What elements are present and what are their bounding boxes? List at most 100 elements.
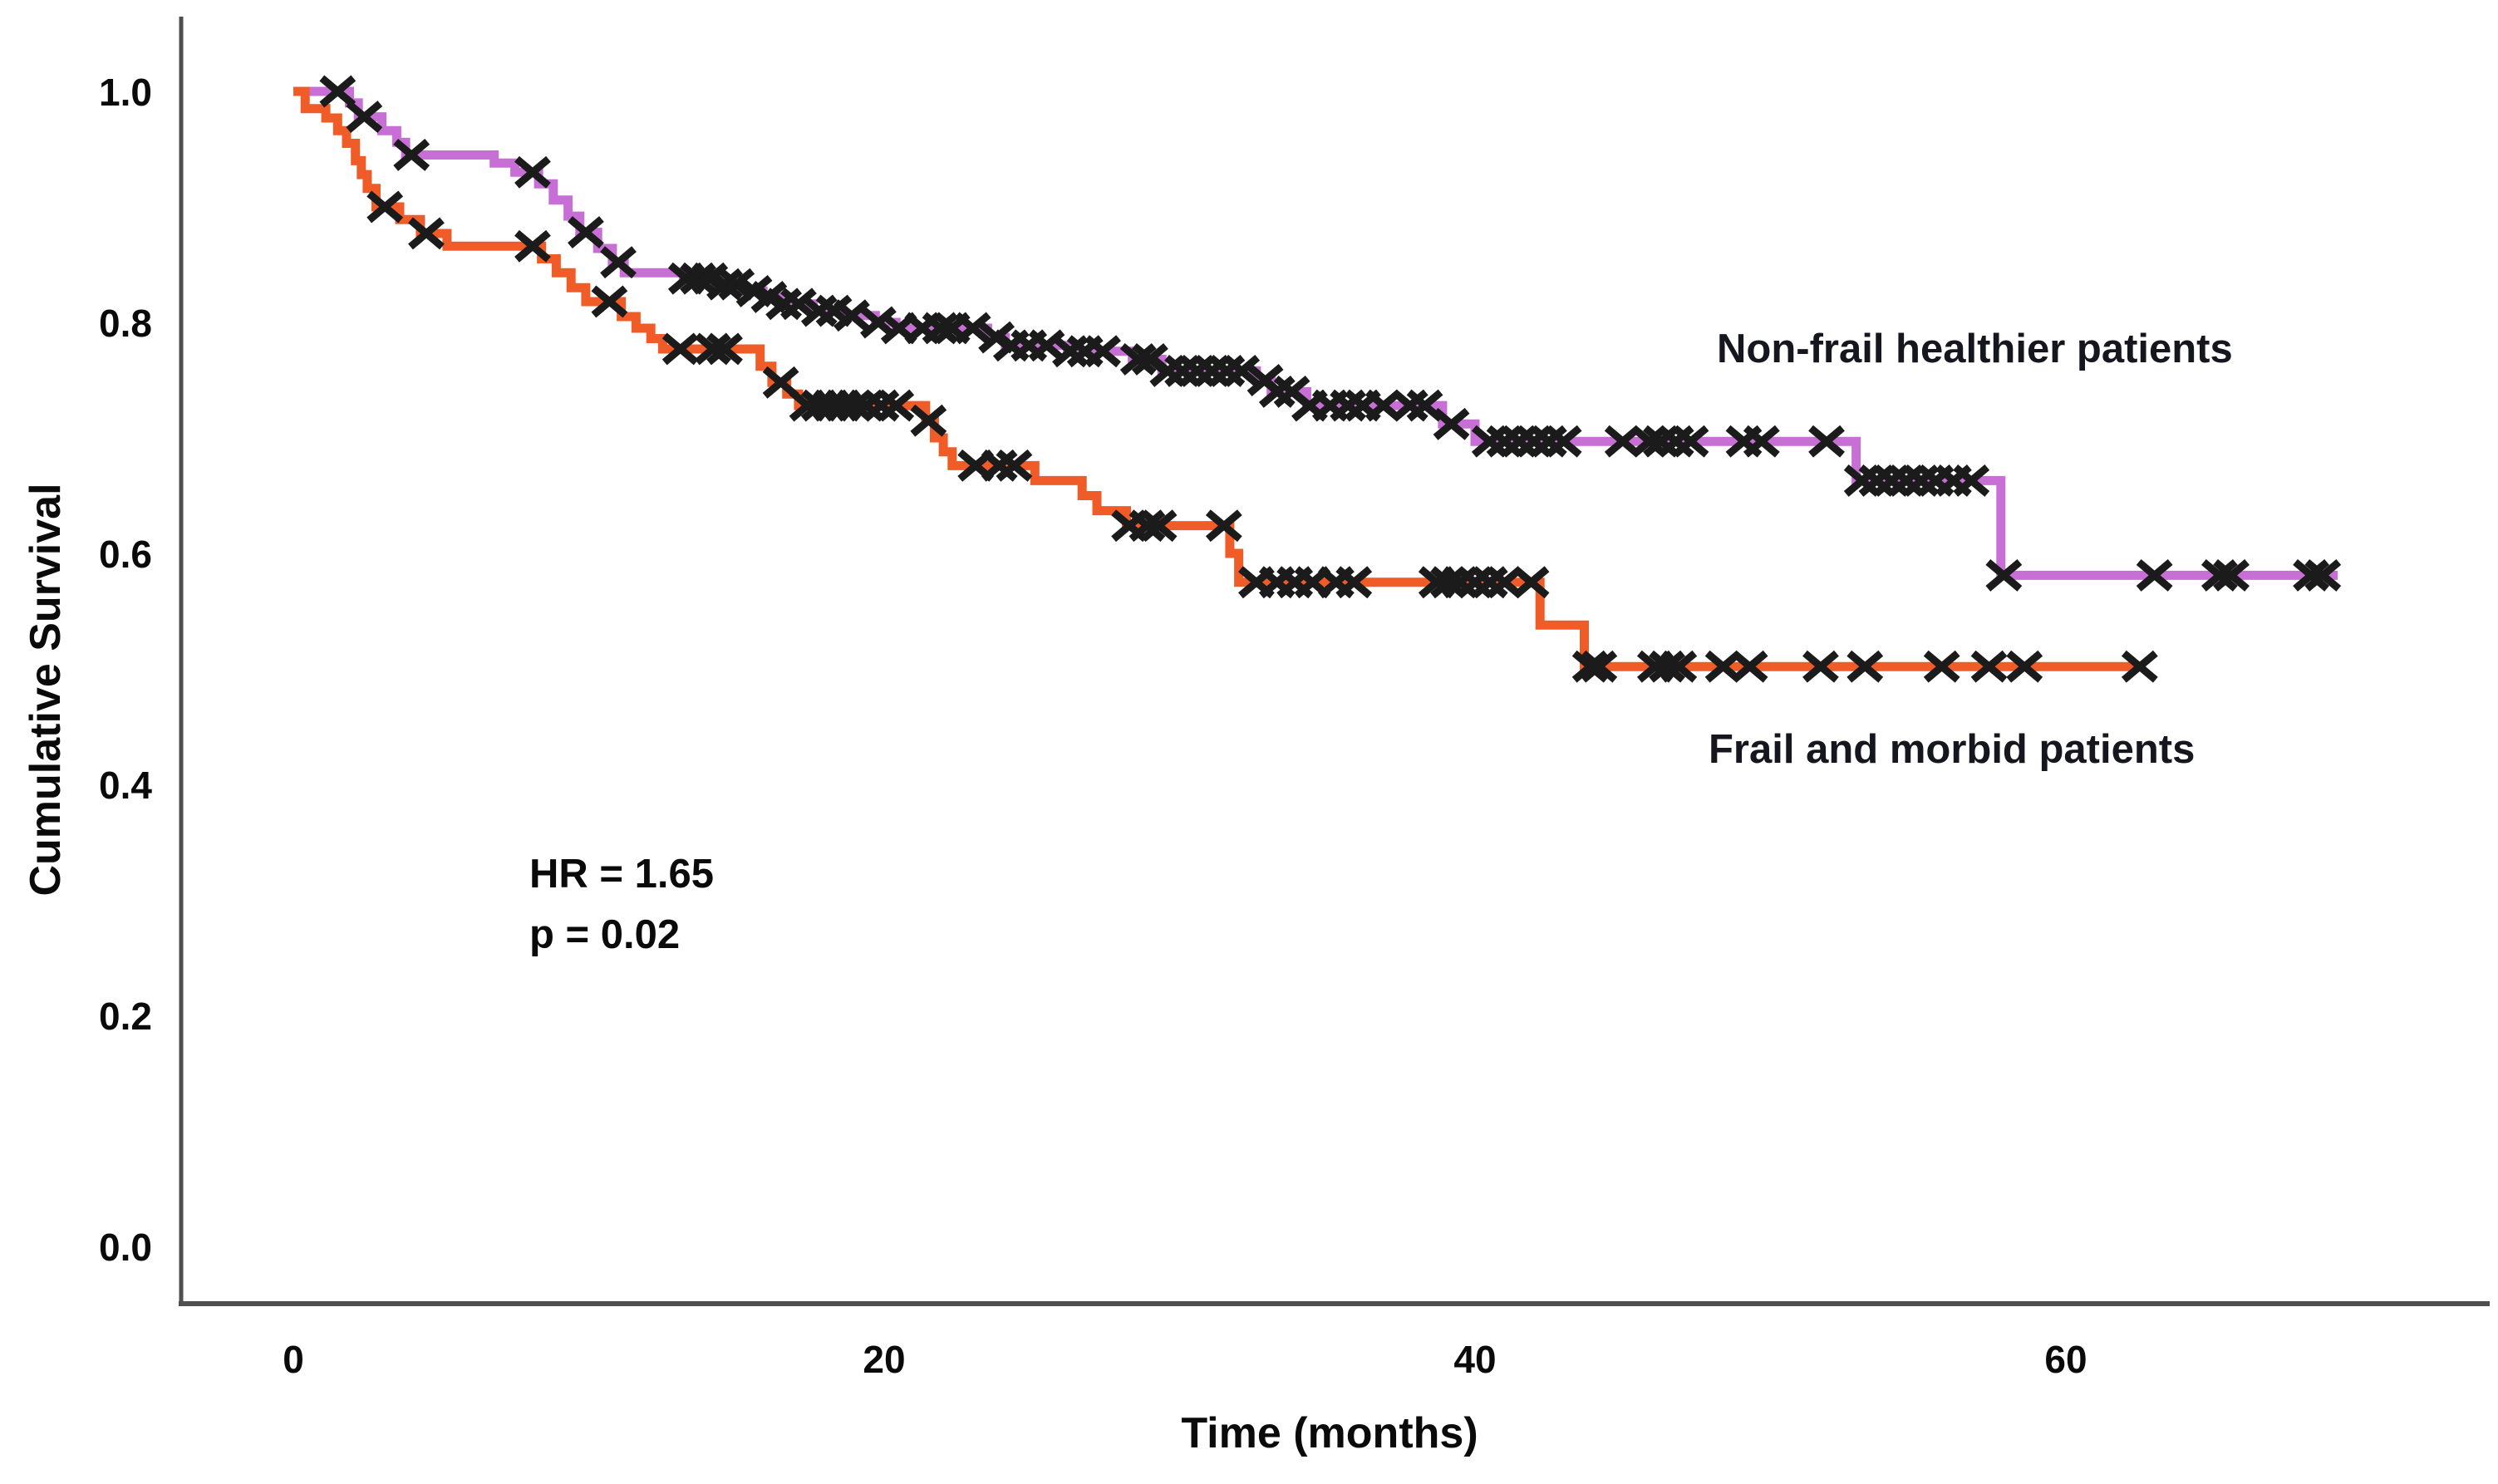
censor-mark [1433, 407, 1470, 440]
censor-mark [859, 306, 897, 339]
censor-mark [1052, 335, 1089, 368]
censor-mark [1084, 335, 1121, 368]
censor-mark [1208, 354, 1246, 387]
censor-mark [1501, 425, 1538, 458]
y-tick-label: 0.2 [99, 995, 152, 1038]
censor-mark [996, 449, 1033, 482]
censor-mark [1457, 566, 1493, 599]
censor-mark [1657, 425, 1694, 458]
x-tick-label: 20 [863, 1338, 905, 1381]
censor-mark [2121, 650, 2158, 683]
censor-mark [600, 246, 637, 279]
censor-mark [878, 389, 915, 422]
censor-mark [1985, 558, 2023, 592]
label-nonfrail-group: Non-frail healthier patients [1717, 327, 2233, 371]
censor-mark [800, 294, 838, 327]
censor-mark [922, 312, 959, 345]
censor-mark [765, 287, 803, 321]
censor-mark [1516, 425, 1552, 458]
x-tick-label: 40 [1453, 1338, 1496, 1381]
censor-mark [2304, 558, 2342, 592]
censor-mark [694, 332, 731, 366]
censor-mark [833, 299, 870, 332]
censor-mark [1672, 425, 1709, 458]
censor-mark [848, 389, 885, 422]
censor-mark [1193, 354, 1231, 387]
censor-mark [408, 217, 445, 250]
y-tick-label: 0.8 [99, 302, 152, 345]
censor-mark [1808, 425, 1845, 458]
censor-mark [2006, 650, 2043, 683]
censor-mark [1902, 464, 1940, 497]
censor-mark [762, 366, 799, 399]
censor-mark [1471, 566, 1508, 599]
x-tick-label: 60 [2044, 1338, 2087, 1381]
censor-mark [1486, 425, 1523, 458]
censor-mark [346, 101, 383, 134]
x-tick-label: 0 [283, 1338, 304, 1381]
censor-mark [1923, 650, 1960, 683]
censor-mark [1743, 425, 1780, 458]
censor-mark [1843, 464, 1881, 497]
censor-mark [1164, 354, 1201, 387]
y-tick-label: 0.4 [99, 764, 152, 807]
censor-mark [680, 262, 716, 295]
censor-mark [2213, 558, 2250, 592]
censor-mark [319, 75, 357, 108]
x-axis-title: Time (months) [1181, 1409, 1478, 1457]
censor-mark [366, 190, 404, 224]
censor-mark [568, 216, 604, 249]
censor-marks [319, 75, 2342, 683]
censor-mark [1649, 650, 1685, 683]
censor-mark [1129, 509, 1166, 543]
censor-mark [514, 155, 551, 189]
censor-mark [1858, 464, 1896, 497]
censor-mark [1258, 375, 1296, 408]
censor-mark [706, 332, 743, 366]
hr-annotation: HR = 1.65 [529, 852, 714, 897]
y-tick-label: 0.0 [99, 1226, 152, 1269]
label-frail-group: Frail and morbid patients [1709, 727, 2195, 772]
censor-mark [1581, 650, 1618, 683]
censor-mark [1873, 464, 1910, 497]
censor-mark [1391, 389, 1428, 422]
censor-mark [1643, 425, 1679, 458]
censor-mark [1660, 650, 1698, 683]
censor-mark [1140, 509, 1178, 543]
censor-mark [2201, 558, 2238, 592]
censor-mark [1545, 425, 1582, 458]
censor-mark [1512, 566, 1550, 599]
censor-mark [863, 389, 900, 422]
censor-mark [1571, 650, 1609, 683]
y-tick-label: 1.0 [99, 71, 152, 114]
survival-curve-frail [293, 86, 2143, 671]
censor-mark [981, 449, 1018, 482]
p-annotation: p = 0.02 [529, 912, 680, 957]
censor-mark [661, 332, 699, 366]
censor-mark [1888, 464, 1925, 497]
censor-mark [1205, 509, 1242, 543]
y-axis-tick-labels: 1.0 0.8 0.6 0.4 0.2 0.0 [99, 71, 152, 1269]
censor-mark [1223, 354, 1261, 387]
censor-mark [393, 139, 430, 171]
y-tick-label: 0.6 [99, 533, 152, 576]
censor-mark [2136, 558, 2173, 592]
censor-mark [1802, 650, 1839, 683]
censor-mark [2293, 558, 2329, 592]
censor-mark [1119, 343, 1157, 376]
censor-mark [1330, 389, 1367, 422]
censor-mark [514, 229, 551, 263]
censor-mark [954, 312, 991, 345]
censor-mark [706, 268, 743, 301]
censor-mark [1731, 650, 1768, 683]
x-axis-tick-labels: 0 20 40 60 [283, 1338, 2087, 1381]
censor-mark [1335, 566, 1373, 599]
censor-mark [910, 404, 947, 437]
censor-mark [1970, 650, 2008, 683]
y-axis-title: Cumulative Survival [22, 483, 70, 896]
censor-mark [1471, 425, 1508, 458]
censor-mark [1530, 425, 1567, 458]
censor-mark [780, 287, 817, 321]
